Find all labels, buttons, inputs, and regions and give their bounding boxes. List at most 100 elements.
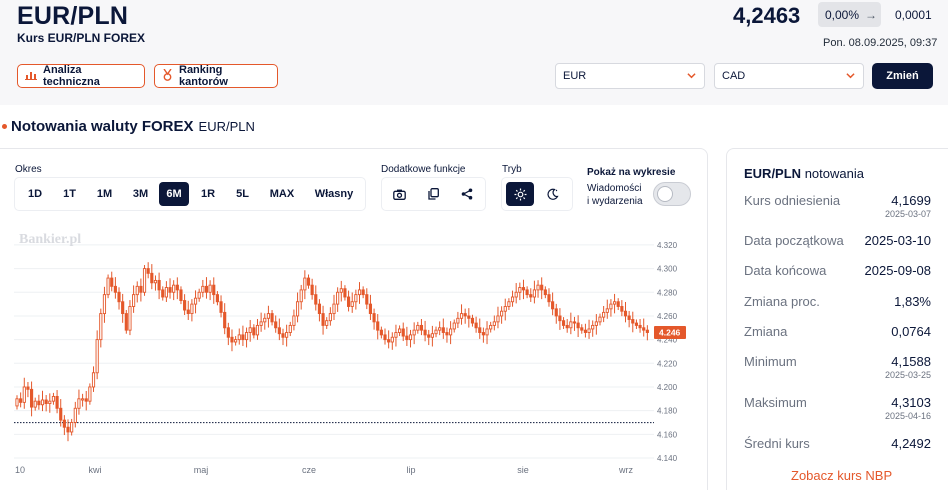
candle-body [234,339,238,343]
candle-body [70,422,74,433]
candle-body [419,324,424,331]
from-currency-value: EUR [563,70,587,82]
mode-label: Tryb [502,164,522,175]
candle-body [463,313,467,317]
period-max-button[interactable]: MAX [269,188,295,200]
pair-subtitle: Kurs EUR/PLN FOREX [17,31,146,45]
period-6m-button[interactable]: 6M [159,182,189,206]
period-3m-button[interactable]: 3M [132,188,149,200]
candle-body [569,321,573,329]
exchange-ranking-button[interactable]: Ranking kantorów [154,64,278,88]
candle-body [634,322,639,326]
candle-body [288,324,292,333]
candle-body [146,268,150,274]
stats-header: EUR/PLN notowania [744,166,864,181]
candle-body [51,395,56,402]
candle-body [124,313,128,331]
candle-body [561,320,566,326]
candle-body [223,311,227,329]
candle-body [467,315,471,319]
candle-body [587,328,591,333]
candle-body [117,291,121,303]
candle-body [164,287,168,298]
from-currency-select[interactable]: EUR [555,63,705,89]
candle-body [372,313,376,323]
candle-body [102,294,107,315]
candle-body [48,400,52,404]
nbp-rate-link[interactable]: Zobacz kurs NBP [791,468,893,483]
candle-body [197,291,201,299]
candle-body [66,426,70,433]
candle-body [157,279,161,291]
stat-label: Zmiana [744,324,788,339]
candle-body [616,301,620,307]
candle-body [489,324,493,330]
stat-label: Średni kurs [744,436,810,451]
candle-body [317,303,322,315]
candle-body [576,322,580,329]
to-currency-select[interactable]: CAD [714,63,864,89]
candle-body [514,291,518,298]
candle-body [139,285,143,293]
chevron-down-icon [846,73,855,79]
candle-body [398,328,402,333]
candle-body [387,339,391,343]
last-value-label: 4.246 [659,328,681,338]
stat-value: 4,1699 [891,193,931,208]
candle-body [529,294,533,298]
candle-body [427,334,431,338]
period-5l-button[interactable]: 5L [236,188,249,200]
candle-body [15,398,19,407]
moon-icon[interactable] [538,182,566,206]
sun-icon[interactable] [506,182,534,206]
stat-value: 2025-09-08 [864,263,932,278]
candle-body [204,285,209,293]
candle-body [95,339,99,374]
quote-timestamp: Pon. 08.09.2025, 09:37 [823,37,938,49]
period-1m-button[interactable]: 1M [96,188,113,200]
news-toggle[interactable] [653,182,691,206]
candle-body [150,272,154,284]
candle-body [540,284,544,291]
candle-body [325,320,329,326]
candle-body [110,277,114,287]
candle-body [623,310,628,317]
candle-body [598,316,602,323]
y-tick-label: 4.200 [657,383,678,392]
candle-body [99,313,103,341]
news-label-line2: i wydarzenia [587,196,643,207]
technical-analysis-label: Analiza techniczna [43,64,100,88]
candle-body [602,311,606,318]
candle-body [459,313,464,319]
copy-icon[interactable] [420,182,448,206]
share-icon[interactable] [453,182,481,206]
candle-body [183,300,187,311]
candle-body [645,329,649,333]
technical-analysis-button[interactable]: Analiza techniczna [17,64,145,88]
quote-header [0,0,948,105]
candle-body [59,407,63,421]
stat-date: 2025-04-16 [884,411,931,421]
camera-icon[interactable] [386,182,414,206]
stats-header-pair: EUR/PLN [744,166,802,181]
candle-body [33,400,37,408]
price-chart[interactable]: 4.320 4.300 4.280 4.260 4.240 4.220 4.200 4.180… [0,222,708,490]
candle-body [255,324,260,336]
candle-body [248,327,252,333]
period-1r-button[interactable]: 1R [200,188,216,200]
candle-body [503,306,507,312]
period-custom-button[interactable]: Własny [314,188,354,200]
candle-body [193,297,198,305]
candle-body [44,399,48,404]
candle-body [452,322,456,330]
y-tick-label: 4.280 [657,288,678,297]
period-1t-button[interactable]: 1T [63,188,76,200]
candle-body [631,319,635,324]
period-1d-button[interactable]: 1D [27,188,43,200]
change-currency-button[interactable]: Zmień [872,63,933,89]
candle-body [423,329,427,336]
candle-body [357,289,362,296]
watermark-logo: Bankier.pl [19,232,81,247]
candle-body [135,285,139,296]
stat-value: 0,0764 [891,324,931,339]
